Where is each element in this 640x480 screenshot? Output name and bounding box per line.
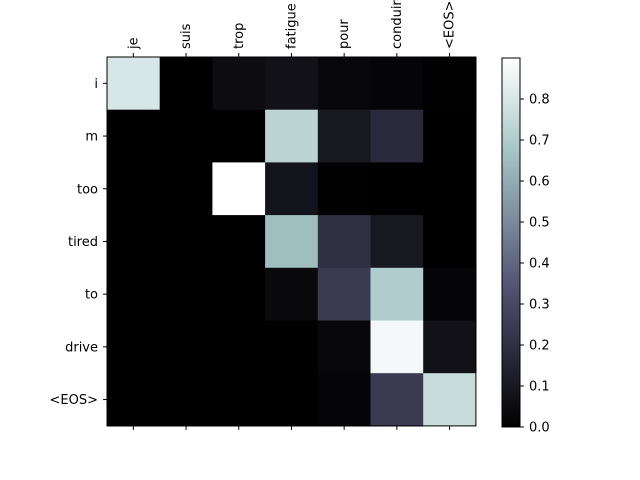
x-tick-label: suis	[179, 23, 194, 49]
heatmap-cell	[423, 373, 477, 427]
heatmap-cell	[265, 267, 319, 322]
heatmap-cell	[107, 320, 161, 374]
colorbar-tick-label: 0.1	[529, 380, 550, 395]
y-tick-label: m	[85, 130, 98, 145]
heatmap-cell	[212, 109, 266, 163]
heatmap-cell	[370, 320, 424, 374]
heatmap-cell	[265, 215, 319, 269]
heatmap-cell	[107, 215, 161, 269]
heatmap-cell	[107, 109, 161, 163]
heatmap-cell	[159, 215, 213, 269]
y-axis-ticks: i m too tired to drive <EOS>	[50, 77, 107, 408]
y-tick-label: drive	[65, 340, 98, 355]
heatmap-cell	[107, 373, 161, 427]
x-tick-label: trop	[232, 23, 247, 49]
heatmap-cell	[317, 267, 372, 322]
heatmap-cell	[159, 162, 213, 216]
colorbar	[501, 57, 521, 428]
y-tick-label: tired	[68, 235, 98, 250]
heatmap-cell	[159, 57, 213, 111]
heatmap-cell	[423, 267, 477, 322]
heatmap-cell	[370, 373, 424, 427]
heatmap-cell	[159, 373, 213, 427]
x-tick-label: pour	[337, 19, 352, 49]
heatmap-cell	[212, 215, 266, 269]
heatmap-cell	[265, 109, 319, 163]
colorbar-tick-label: 0.8	[529, 93, 550, 108]
x-tick-label: conduire	[390, 0, 405, 49]
colorbar-ticks: 0.0 0.1 0.2 0.3 0.4 0.5 0.6 0.7 0.8	[520, 93, 550, 436]
heatmap-cell	[423, 215, 477, 269]
heatmap-cell	[317, 320, 372, 374]
heatmap-cells	[107, 57, 477, 427]
heatmap-cell	[423, 162, 477, 216]
heatmap-cell	[317, 57, 372, 111]
heatmap-cell	[317, 162, 372, 216]
y-tick-label: i	[94, 77, 98, 92]
heatmap-cell	[265, 162, 319, 216]
heatmap-cell	[370, 267, 424, 322]
heatmap-cell	[370, 109, 424, 163]
colorbar-tick-label: 0.4	[529, 257, 550, 272]
heatmap-cell	[265, 373, 319, 427]
heatmap-cell	[370, 215, 424, 269]
heatmap-cell	[317, 109, 372, 163]
heatmap-cell	[265, 57, 319, 111]
heatmap-cell	[423, 109, 477, 163]
heatmap-cell	[159, 267, 213, 322]
heatmap-cell	[212, 57, 266, 111]
y-tick-label: too	[77, 182, 98, 197]
x-tick-label: fatigue	[284, 3, 299, 49]
colorbar-tick-label: 0.3	[529, 298, 550, 313]
heatmap-cell	[159, 109, 213, 163]
x-tick-label: <EOS>	[443, 1, 458, 49]
heatmap-cell	[107, 162, 161, 216]
heatmap-cell	[423, 320, 477, 374]
colorbar-tick-label: 0.2	[529, 339, 550, 354]
heatmap-cell	[265, 320, 319, 374]
colorbar-tick-label: 0.6	[529, 175, 550, 190]
heatmap-cell	[159, 320, 213, 374]
colorbar-tick-label: 0.0	[529, 421, 550, 436]
heatmap-cell	[370, 57, 424, 111]
heatmap-cell	[317, 373, 372, 427]
heatmap-cell	[107, 267, 161, 322]
heatmap-cell	[212, 267, 266, 322]
y-tick-label: to	[85, 288, 98, 303]
heatmap-cell	[370, 162, 424, 216]
heatmap-cell	[212, 320, 266, 374]
y-tick-label: <EOS>	[50, 393, 98, 408]
heatmap-cell	[317, 215, 372, 269]
x-axis-ticks: je suis trop fatigue pour conduire <EOS>	[126, 0, 458, 430]
colorbar-tick-label: 0.5	[529, 216, 550, 231]
heatmap-cell	[107, 57, 161, 111]
heatmap-cell	[212, 162, 266, 216]
colorbar-tick-label: 0.7	[529, 134, 550, 149]
x-tick-label: je	[126, 37, 141, 50]
heatmap-cell	[423, 57, 477, 111]
heatmap-cell	[212, 373, 266, 427]
